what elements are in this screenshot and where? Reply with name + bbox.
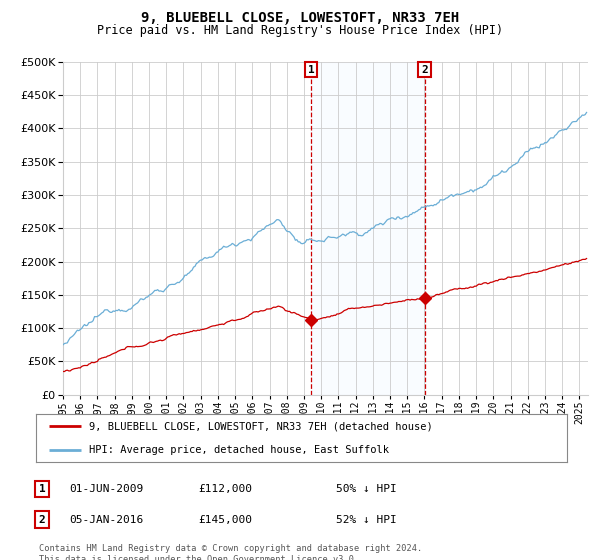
Text: HPI: Average price, detached house, East Suffolk: HPI: Average price, detached house, East… (89, 445, 389, 455)
Text: Price paid vs. HM Land Registry's House Price Index (HPI): Price paid vs. HM Land Registry's House … (97, 24, 503, 36)
Text: 1: 1 (308, 64, 314, 74)
Text: £112,000: £112,000 (198, 484, 252, 494)
Text: £145,000: £145,000 (198, 515, 252, 525)
Text: 50% ↓ HPI: 50% ↓ HPI (336, 484, 397, 494)
Text: 52% ↓ HPI: 52% ↓ HPI (336, 515, 397, 525)
Bar (311, 62, 425, 395)
Text: Contains HM Land Registry data © Crown copyright and database right 2024.
This d: Contains HM Land Registry data © Crown c… (39, 544, 422, 560)
Text: 2: 2 (38, 515, 46, 525)
Text: 2: 2 (421, 64, 428, 74)
Text: 1: 1 (38, 484, 46, 494)
Text: 01-JUN-2009: 01-JUN-2009 (69, 484, 143, 494)
Text: 05-JAN-2016: 05-JAN-2016 (69, 515, 143, 525)
Text: 9, BLUEBELL CLOSE, LOWESTOFT, NR33 7EH (detached house): 9, BLUEBELL CLOSE, LOWESTOFT, NR33 7EH (… (89, 421, 433, 431)
Text: 9, BLUEBELL CLOSE, LOWESTOFT, NR33 7EH: 9, BLUEBELL CLOSE, LOWESTOFT, NR33 7EH (141, 11, 459, 25)
